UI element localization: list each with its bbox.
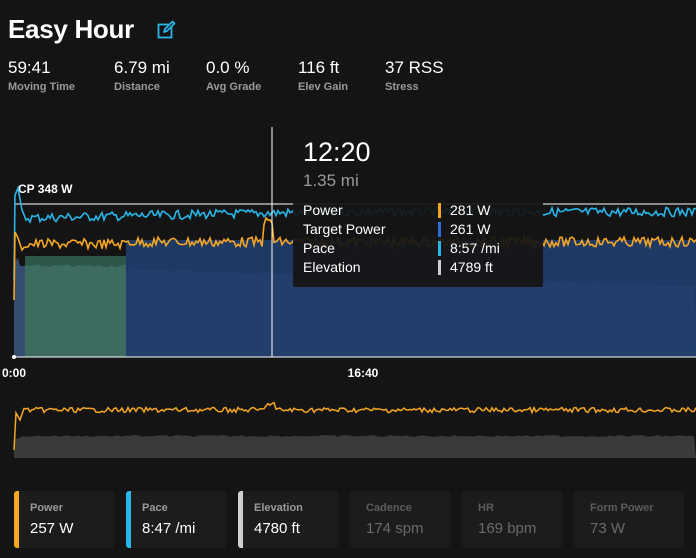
- stat-avg-grade: 0.0 % Avg Grade: [206, 58, 298, 93]
- card-label: Power: [30, 502, 64, 514]
- tooltip-value: 281 W: [450, 202, 491, 218]
- metric-card-form-power[interactable]: Form Power 73 W: [574, 491, 684, 548]
- metric-card-cadence[interactable]: Cadence 174 spm: [350, 491, 450, 548]
- tooltip-row-elevation: Elevation 4789 ft: [303, 259, 523, 277]
- elevation-color-swatch: [438, 260, 441, 275]
- tooltip-label: Pace: [303, 240, 335, 256]
- card-value: 257 W: [30, 520, 74, 537]
- metric-card-power[interactable]: Power 257 W: [14, 491, 114, 548]
- stat-value: 6.79 mi: [114, 58, 170, 77]
- stat-value: 116 ft: [298, 58, 340, 77]
- card-color-bar: [238, 491, 243, 548]
- metric-card-hr[interactable]: HR 169 bpm: [462, 491, 562, 548]
- overview-power-line: [13, 401, 696, 451]
- card-value: 4780 ft: [254, 520, 300, 537]
- workout-title: Easy Hour: [8, 14, 134, 44]
- card-label: Cadence: [366, 502, 412, 514]
- card-color-bar: [126, 491, 131, 548]
- tooltip-value: 4789 ft: [450, 259, 493, 275]
- tooltip-row-target-power: Target Power 261 W: [303, 221, 523, 239]
- x-tick-label: 0:00: [2, 366, 26, 380]
- tooltip-time: 12:20: [303, 137, 371, 167]
- card-label: Form Power: [590, 502, 654, 514]
- card-value: 8:47 /mi: [142, 520, 196, 537]
- tooltip-row-power: Power 281 W: [303, 202, 523, 220]
- stat-distance: 6.79 mi Distance: [114, 58, 206, 93]
- chart-tooltip: 12:20 1.35 mi Power 281 W Target Power 2…: [293, 127, 543, 287]
- card-label: Pace: [142, 502, 168, 514]
- target-power-color-swatch: [438, 222, 441, 237]
- stat-value: 37 RSS: [385, 58, 444, 77]
- axis-origin-dot: [12, 355, 16, 359]
- target-power-band: [126, 240, 696, 357]
- metric-cards: Power 257 W Pace 8:47 /mi Elevation 4780…: [14, 491, 696, 548]
- warmup-elevation-area: [25, 264, 126, 357]
- metric-card-pace[interactable]: Pace 8:47 /mi: [126, 491, 226, 548]
- card-value: 174 spm: [366, 520, 424, 537]
- summary-stats: 59:41 Moving Time 6.79 mi Distance 0.0 %…: [8, 58, 475, 93]
- cp-label: CP 348 W: [18, 182, 73, 196]
- tooltip-row-pace: Pace 8:57 /mi: [303, 240, 523, 258]
- tooltip-label: Elevation: [303, 259, 361, 275]
- stat-label: Avg Grade: [206, 81, 262, 93]
- card-value: 169 bpm: [478, 520, 537, 537]
- overview-elevation-area: [14, 435, 696, 458]
- pace-color-swatch: [438, 241, 441, 256]
- tooltip-value: 8:57 /mi: [450, 240, 500, 256]
- stat-label: Distance: [114, 81, 160, 93]
- card-label: HR: [478, 502, 494, 514]
- workout-header: Easy Hour: [8, 14, 176, 45]
- edit-icon[interactable]: [156, 20, 176, 40]
- card-color-bar: [14, 491, 19, 548]
- stat-value: 59:41: [8, 58, 51, 77]
- stat-value: 0.0 %: [206, 58, 250, 77]
- tooltip-distance: 1.35 mi: [303, 171, 359, 190]
- tooltip-value: 261 W: [450, 221, 491, 237]
- stat-elev-gain: 116 ft Elev Gain: [298, 58, 385, 93]
- x-tick-label: 16:40: [348, 366, 379, 380]
- stat-label: Moving Time: [8, 81, 76, 93]
- power-color-swatch: [438, 203, 441, 218]
- stat-moving-time: 59:41 Moving Time: [8, 58, 114, 93]
- metric-card-elevation[interactable]: Elevation 4780 ft: [238, 491, 338, 548]
- stat-label: Stress: [385, 81, 419, 93]
- card-value: 73 W: [590, 520, 626, 537]
- tooltip-label: Target Power: [303, 221, 386, 237]
- tooltip-label: Power: [303, 202, 343, 218]
- card-label: Elevation: [254, 502, 303, 514]
- stat-stress: 37 RSS Stress: [385, 58, 475, 93]
- stat-label: Elev Gain: [298, 81, 349, 93]
